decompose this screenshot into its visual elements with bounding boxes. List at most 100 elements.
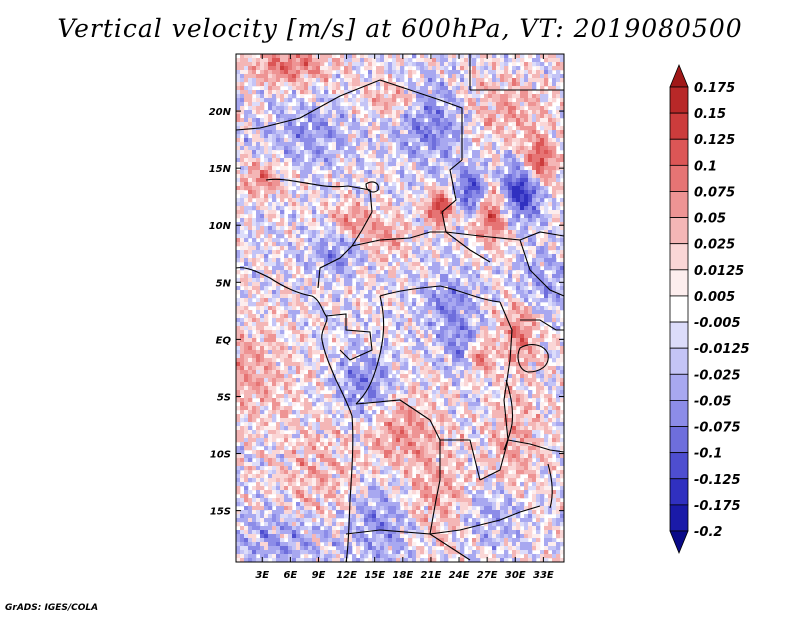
field-cell bbox=[332, 278, 337, 283]
field-cell bbox=[400, 66, 405, 71]
field-cell bbox=[312, 94, 317, 99]
field-cell bbox=[300, 298, 305, 303]
field-cell bbox=[532, 214, 537, 219]
field-cell bbox=[320, 274, 325, 279]
field-cell bbox=[480, 266, 485, 271]
field-cell bbox=[408, 258, 413, 263]
field-cell bbox=[256, 62, 261, 67]
field-cell bbox=[432, 198, 437, 203]
field-cell bbox=[308, 150, 313, 155]
field-cell bbox=[504, 126, 509, 131]
field-cell bbox=[408, 158, 413, 163]
field-cell bbox=[348, 186, 353, 191]
field-cell bbox=[252, 250, 257, 255]
field-cell bbox=[288, 206, 293, 211]
field-cell bbox=[508, 218, 513, 223]
field-cell bbox=[392, 322, 397, 327]
field-cell bbox=[244, 126, 249, 131]
field-cell bbox=[280, 214, 285, 219]
field-cell bbox=[460, 270, 465, 275]
field-cell bbox=[448, 314, 453, 319]
field-cell bbox=[464, 234, 469, 239]
field-cell bbox=[380, 234, 385, 239]
field-cell bbox=[336, 214, 341, 219]
field-cell bbox=[552, 126, 557, 131]
field-cell bbox=[552, 186, 557, 191]
field-cell bbox=[244, 162, 249, 167]
field-cell bbox=[240, 138, 245, 143]
field-cell bbox=[432, 282, 437, 287]
field-cell bbox=[340, 258, 345, 263]
field-cell bbox=[300, 182, 305, 187]
field-cell bbox=[312, 102, 317, 107]
field-cell bbox=[388, 286, 393, 291]
field-cell bbox=[252, 182, 257, 187]
field-cell bbox=[256, 166, 261, 171]
field-cell bbox=[388, 138, 393, 143]
field-cell bbox=[316, 270, 321, 275]
field-cell bbox=[560, 258, 564, 263]
field-cell bbox=[432, 278, 437, 283]
field-cell bbox=[372, 210, 377, 215]
field-cell bbox=[452, 174, 457, 179]
field-cell bbox=[432, 54, 437, 59]
field-cell bbox=[244, 182, 249, 187]
field-cell bbox=[364, 302, 369, 307]
field-cell bbox=[504, 58, 509, 63]
field-cell bbox=[292, 206, 297, 211]
field-cell bbox=[272, 214, 277, 219]
field-cell bbox=[340, 146, 345, 151]
field-cell bbox=[312, 286, 317, 291]
field-cell bbox=[540, 162, 545, 167]
field-cell bbox=[352, 234, 357, 239]
field-cell bbox=[260, 130, 265, 135]
field-cell bbox=[248, 170, 253, 175]
field-cell bbox=[292, 246, 297, 251]
field-cell bbox=[408, 206, 413, 211]
field-cell bbox=[484, 278, 489, 283]
field-cell bbox=[472, 70, 477, 75]
field-cell bbox=[304, 278, 309, 283]
field-cell bbox=[376, 310, 381, 315]
field-cell bbox=[256, 254, 261, 259]
field-cell bbox=[404, 90, 409, 95]
field-cell bbox=[472, 102, 477, 107]
field-cell bbox=[372, 314, 377, 319]
field-cell bbox=[440, 270, 445, 275]
field-cell bbox=[360, 118, 365, 123]
field-cell bbox=[536, 122, 541, 127]
field-cell bbox=[248, 286, 253, 291]
field-cell bbox=[312, 114, 317, 119]
field-cell bbox=[500, 230, 505, 235]
field-cell bbox=[404, 254, 409, 259]
field-cell bbox=[428, 146, 433, 151]
field-cell bbox=[316, 262, 321, 267]
field-cell bbox=[548, 218, 553, 223]
field-cell bbox=[508, 178, 513, 183]
field-cell bbox=[404, 62, 409, 67]
field-cell bbox=[492, 206, 497, 211]
field-cell bbox=[484, 86, 489, 91]
field-cell bbox=[460, 198, 465, 203]
field-cell bbox=[464, 186, 469, 191]
field-cell bbox=[284, 274, 289, 279]
field-cell bbox=[544, 262, 549, 267]
field-cell bbox=[468, 122, 473, 127]
field-cell bbox=[344, 258, 349, 263]
field-cell bbox=[348, 146, 353, 151]
field-cell bbox=[400, 118, 405, 123]
field-cell bbox=[444, 294, 449, 299]
field-cell bbox=[420, 174, 425, 179]
field-cell bbox=[504, 250, 509, 255]
field-cell bbox=[500, 238, 505, 243]
field-cell bbox=[252, 326, 257, 331]
field-cell bbox=[244, 294, 249, 299]
field-cell bbox=[400, 314, 405, 319]
field-cell bbox=[332, 82, 337, 87]
field-cell bbox=[448, 306, 453, 311]
field-cell bbox=[552, 322, 557, 327]
field-cell bbox=[488, 150, 493, 155]
field-cell bbox=[448, 130, 453, 135]
field-cell bbox=[324, 110, 329, 115]
field-cell bbox=[432, 186, 437, 191]
